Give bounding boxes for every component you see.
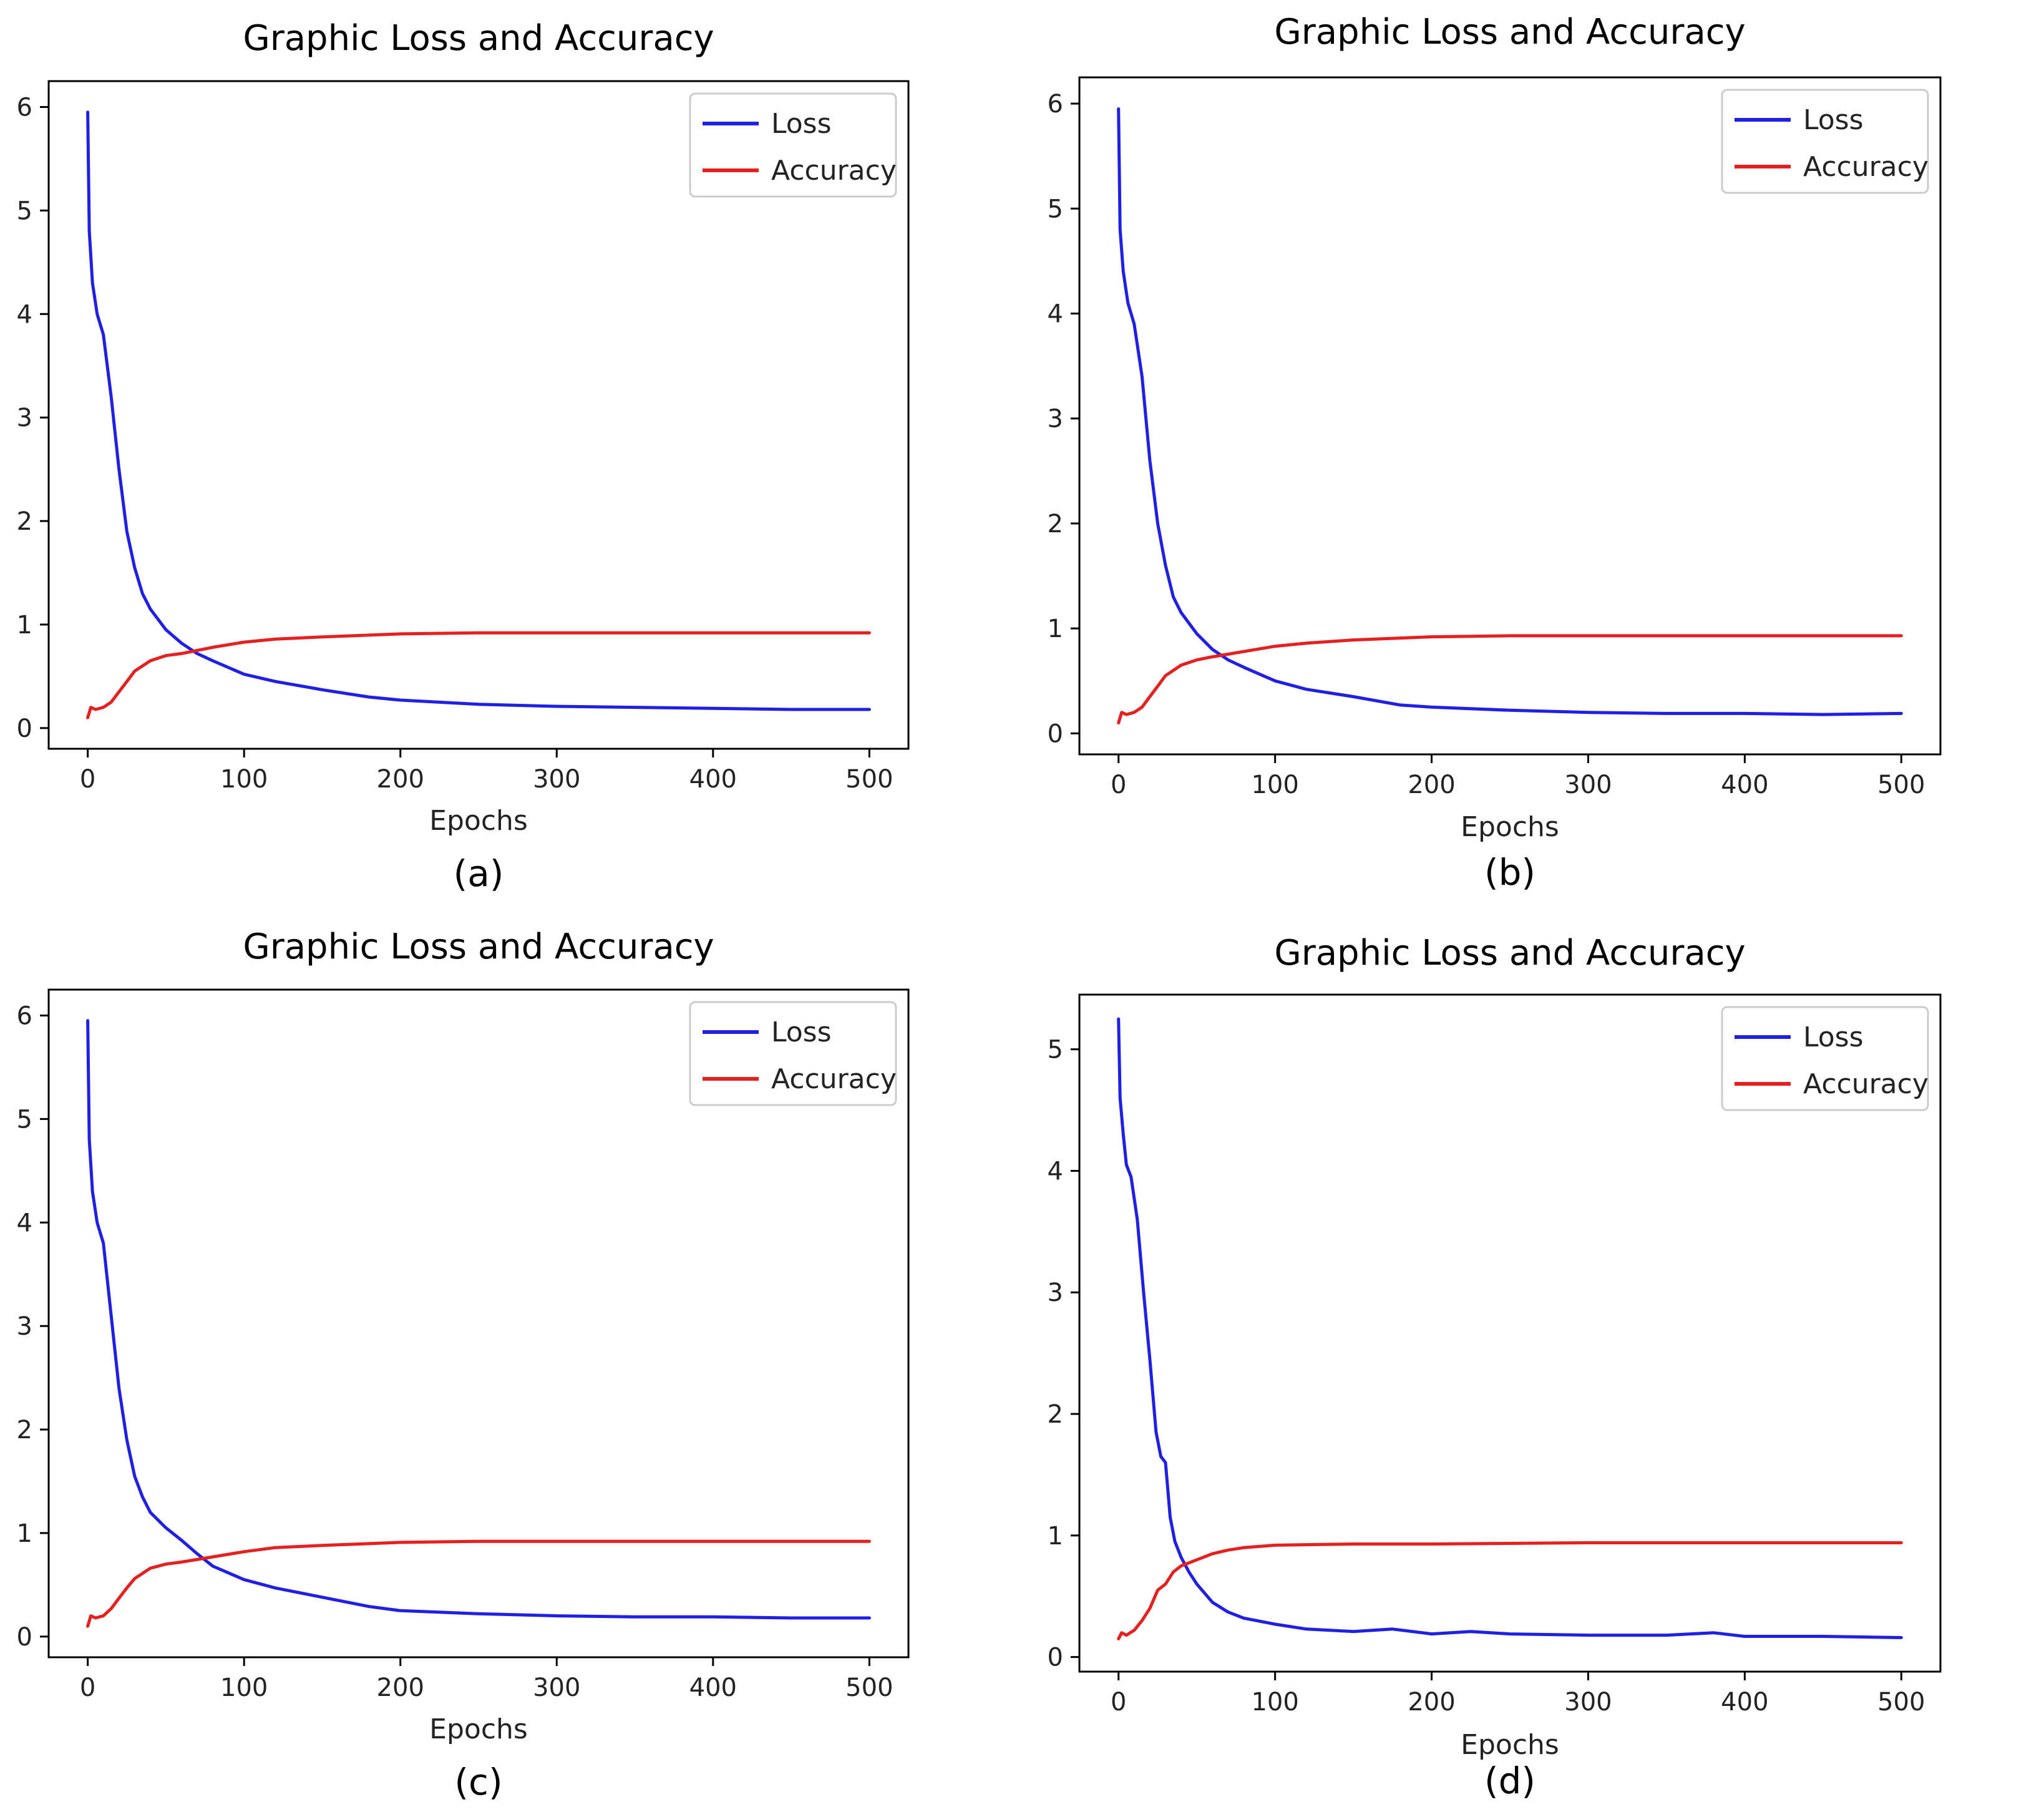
y-tick-label: 0 [1048,719,1063,748]
x-axis-label: Epochs [1461,811,1559,843]
chart-panel-d: Graphic Loss and Accuracy 0 100 200 300 400 50… [1022,908,2044,1817]
y-tick-label: 6 [1048,90,1063,119]
x-tick-label: 500 [845,765,893,794]
x-axis-label: Epochs [1461,1729,1559,1761]
legend-label-accuracy: Accuracy [771,1063,897,1095]
y-tick-label: 4 [1048,1157,1063,1186]
series-line-accuracy [1117,1541,1903,1640]
x-tick-label: 100 [1251,1688,1298,1717]
x-tick-label: 0 [80,765,95,794]
plot-frame [1078,993,1942,1673]
y-tick-label: 2 [17,1416,32,1444]
x-tick-label: 300 [1564,771,1612,799]
plot-frame [1078,76,1942,756]
y-tick-label: 1 [17,1519,32,1548]
chart-panel-b: Graphic Loss and Accuracy 0 100 200 300 400 50… [1022,0,2044,908]
y-tick-label: 2 [1048,510,1063,538]
legend-label-accuracy: Accuracy [1803,1068,1929,1100]
y-tick-label: 4 [17,300,32,329]
y-tick-label: 3 [1048,405,1063,434]
x-tick-label: 100 [220,765,268,794]
x-axis-label: Epochs [429,1713,528,1745]
x-tick-label: 0 [80,1673,95,1702]
x-tick-label: 500 [845,1673,893,1702]
legend-label-accuracy: Accuracy [1803,151,1929,183]
plot-frame [47,988,910,1659]
x-tick-label: 0 [1111,771,1126,799]
y-tick-label: 0 [17,1623,32,1652]
panel-caption: (a) [454,852,504,895]
x-tick-label: 300 [533,1673,580,1702]
panel-caption: (b) [1484,851,1535,894]
chart-title: Graphic Loss and Accuracy [1274,12,1745,52]
legend-label-loss: Loss [1803,104,1864,136]
chart-title: Graphic Loss and Accuracy [1274,933,1745,973]
y-tick-label: 3 [17,1312,32,1341]
chart-panel-a: Graphic Loss and Accuracy 0 100 200 300 400 50… [0,0,1022,908]
x-tick-label: 400 [689,765,737,794]
y-tick-label: 4 [17,1209,32,1237]
y-tick-label: 5 [1048,195,1063,223]
x-tick-label: 500 [1877,1688,1925,1717]
panel-caption: (c) [454,1761,502,1803]
legend-label-loss: Loss [771,108,832,140]
legend-label-loss: Loss [771,1016,832,1048]
x-tick-label: 300 [533,765,580,794]
x-tick-label: 100 [220,1673,268,1702]
x-tick-label: 400 [689,1673,737,1702]
y-tick-label: 2 [1048,1400,1063,1429]
y-tick-label: 6 [17,93,32,122]
series-line-loss [86,110,871,711]
series-line-accuracy [86,1539,871,1628]
y-tick-label: 2 [17,507,32,536]
x-axis-label: Epochs [429,805,528,837]
y-tick-label: 3 [1048,1279,1063,1307]
x-tick-label: 400 [1721,1688,1768,1717]
y-tick-label: 3 [17,404,32,432]
y-tick-label: 0 [1048,1644,1063,1672]
panel-caption: (d) [1484,1760,1535,1802]
series-line-loss [1117,107,1903,716]
x-tick-label: 200 [1408,771,1455,799]
y-tick-label: 5 [17,1105,32,1134]
y-tick-label: 5 [1048,1036,1063,1064]
series-line-loss [86,1019,871,1620]
series-line-accuracy [1117,634,1903,724]
x-tick-label: 500 [1877,771,1925,799]
x-tick-label: 200 [377,765,424,794]
chart-panel-c: Graphic Loss and Accuracy 0 100 200 300 400 50… [0,908,1022,1817]
legend-label-accuracy: Accuracy [771,155,897,187]
x-tick-label: 400 [1721,771,1768,799]
series-line-loss [1117,1017,1903,1639]
series-line-accuracy [86,631,871,719]
x-tick-label: 300 [1564,1688,1612,1717]
y-tick-label: 1 [1048,1522,1063,1551]
y-tick-label: 4 [1048,300,1063,328]
x-tick-label: 200 [377,1673,424,1702]
legend-label-loss: Loss [1803,1021,1864,1053]
chart-title: Graphic Loss and Accuracy [243,927,714,967]
y-tick-label: 6 [17,1001,32,1030]
y-tick-label: 1 [1048,615,1063,643]
x-tick-label: 0 [1111,1688,1126,1717]
x-tick-label: 100 [1251,771,1298,799]
y-tick-label: 1 [17,611,32,640]
plot-frame [47,80,910,750]
chart-title: Graphic Loss and Accuracy [243,18,714,59]
y-tick-label: 5 [17,197,32,225]
x-tick-label: 200 [1408,1688,1455,1717]
y-tick-label: 0 [17,714,32,743]
